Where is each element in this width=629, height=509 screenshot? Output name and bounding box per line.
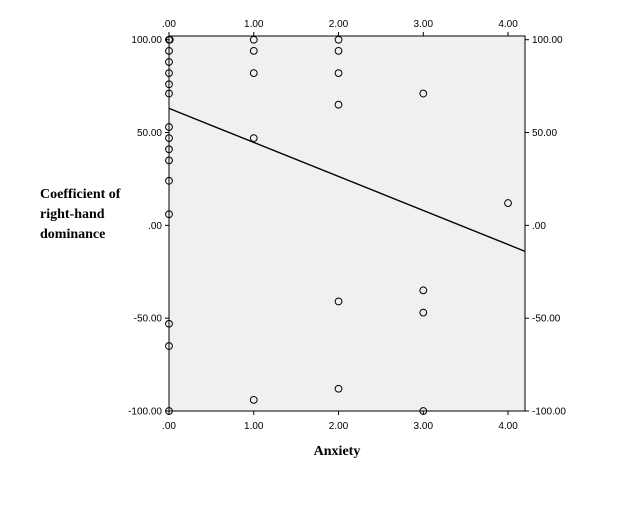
y-tick-label-left: .00 — [148, 221, 162, 232]
x-tick-label-bottom: 1.00 — [244, 421, 264, 432]
x-tick-label-top: 1.00 — [244, 19, 264, 30]
data-point — [334, 384, 343, 393]
data-point — [249, 46, 258, 55]
y-tick-label-left: -50.00 — [134, 314, 163, 325]
data-point — [249, 69, 258, 78]
data-point — [165, 123, 173, 131]
data-point — [165, 156, 173, 165]
data-point — [165, 134, 173, 143]
data-point — [165, 342, 173, 350]
x-tick-label-top: 4.00 — [498, 19, 518, 30]
data-point — [419, 308, 428, 317]
data-point — [504, 199, 512, 207]
y-axis-title-line: Coefficient of — [40, 187, 121, 202]
y-tick-label-right: 100.00 — [532, 35, 563, 46]
data-point — [249, 35, 258, 44]
data-point — [419, 89, 428, 98]
x-tick-label-bottom: 4.00 — [498, 421, 518, 432]
data-point — [334, 35, 343, 44]
y-tick-label-left: 100.00 — [131, 35, 162, 46]
y-tick-label-left: 50.00 — [137, 128, 162, 139]
data-point — [165, 69, 173, 78]
data-point — [165, 46, 173, 55]
y-tick-label-right: .00 — [532, 221, 546, 232]
x-axis-title: Anxiety — [314, 444, 361, 459]
data-point — [334, 100, 343, 109]
y-tick-label-right: -100.00 — [532, 407, 566, 418]
y-axis-title-line: right-hand — [40, 207, 105, 222]
x-tick-label-bottom: 2.00 — [329, 421, 349, 432]
y-tick-label-right: 50.00 — [532, 128, 557, 139]
data-point — [165, 89, 173, 98]
x-tick-label-bottom: 3.00 — [414, 421, 434, 432]
x-tick-label-top: 3.00 — [414, 19, 434, 30]
data-point — [165, 80, 173, 89]
x-tick-label-top: .00 — [162, 19, 176, 30]
y-tick-label-right: -50.00 — [532, 314, 561, 325]
data-point — [165, 210, 173, 219]
data-point — [165, 319, 173, 328]
data-point — [165, 58, 173, 66]
data-point — [165, 176, 173, 185]
data-point — [165, 145, 173, 154]
data-point — [334, 69, 343, 78]
y-tick-label-left: -100.00 — [128, 407, 162, 418]
data-point — [419, 286, 428, 295]
y-axis-title-line: dominance — [40, 227, 105, 242]
data-point — [334, 46, 343, 55]
x-tick-label-bottom: .00 — [162, 421, 176, 432]
data-point — [249, 134, 258, 143]
data-point — [334, 297, 343, 306]
fit-line — [168, 107, 526, 252]
data-point — [249, 395, 258, 404]
x-tick-label-top: 2.00 — [329, 19, 349, 30]
plot-area — [168, 35, 526, 412]
